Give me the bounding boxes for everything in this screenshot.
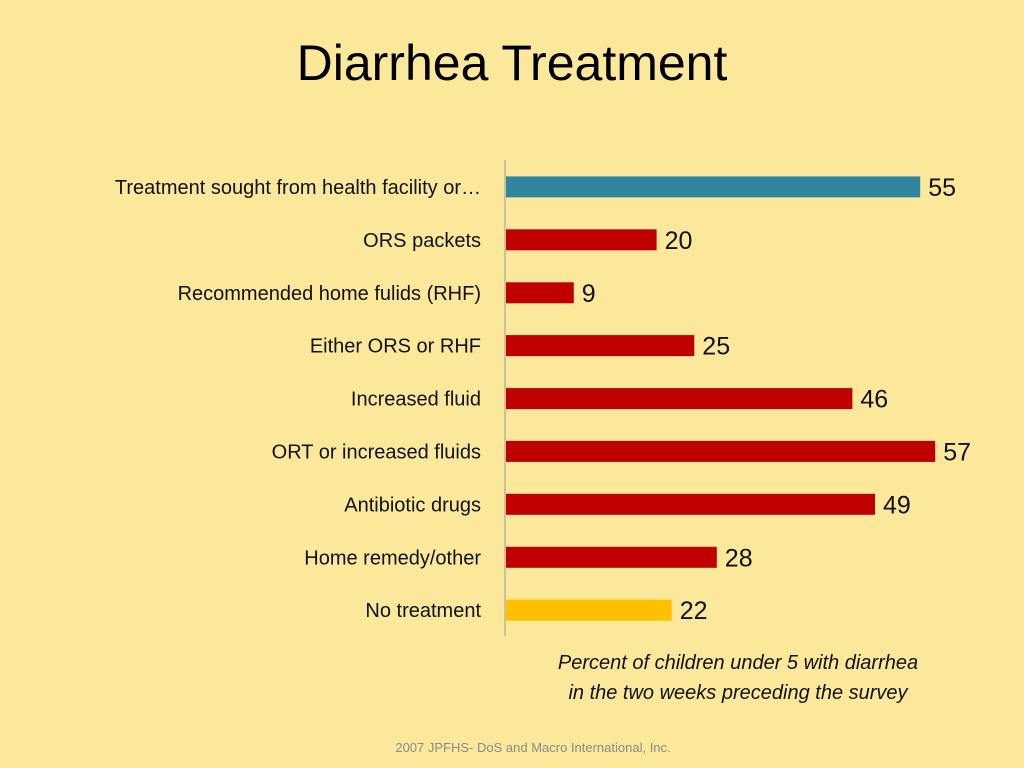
category-label: Either ORS or RHF <box>310 336 481 358</box>
slide-title: Diarrhea Treatment <box>296 35 728 91</box>
bar <box>506 229 657 251</box>
bar <box>506 388 853 410</box>
category-label: ORS packets <box>363 230 481 252</box>
data-label: 28 <box>725 544 753 572</box>
chart-caption: Percent of children under 5 with diarrhe… <box>500 648 976 708</box>
category-label: Increased fluid <box>351 389 481 411</box>
data-label: 25 <box>702 333 730 361</box>
bar <box>506 599 672 621</box>
category-label: ORT or increased fluids <box>272 441 481 463</box>
bar <box>506 440 936 462</box>
data-label: 20 <box>665 227 693 255</box>
caption-line-1: Percent of children under 5 with diarrhe… <box>557 652 919 674</box>
category-label: Recommended home fulids (RHF) <box>178 283 481 305</box>
bar <box>506 335 695 357</box>
data-label: 46 <box>860 386 888 414</box>
caption-line-2: in the two weeks preceding the survey <box>568 682 908 704</box>
source-footer: 2007 JPFHS- DoS and Macro International,… <box>395 740 671 755</box>
bar <box>506 493 875 515</box>
data-label: 9 <box>582 280 596 308</box>
bar <box>506 546 717 568</box>
category-label: Treatment sought from health facility or… <box>115 177 481 199</box>
bar <box>506 176 921 198</box>
bar <box>506 282 574 304</box>
data-label: 57 <box>943 438 971 466</box>
data-label: 49 <box>883 491 911 519</box>
category-label: Antibiotic drugs <box>344 494 481 516</box>
data-label: 22 <box>680 597 708 625</box>
category-label: Home remedy/other <box>304 547 481 569</box>
data-label: 55 <box>928 174 956 202</box>
category-label: No treatment <box>365 600 481 622</box>
